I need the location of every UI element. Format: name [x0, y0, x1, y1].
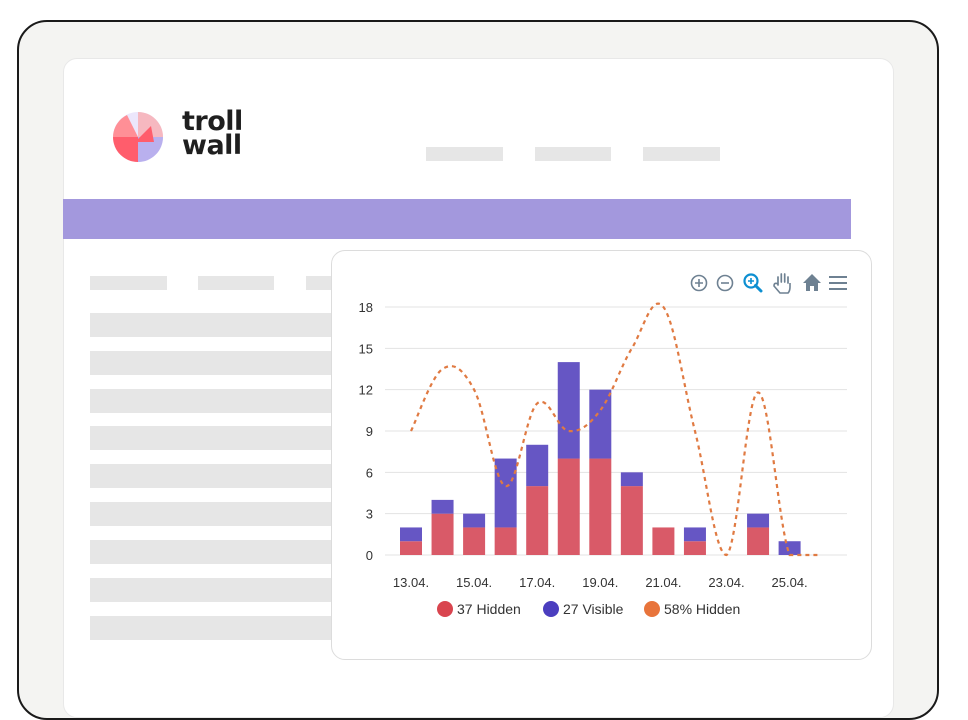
- line-percent-hidden: [410, 302, 822, 557]
- legend-label-visible: 27 Visible: [563, 601, 624, 617]
- bar-visible-25.04.[interactable]: [778, 541, 801, 555]
- pan-hand-icon[interactable]: [773, 273, 791, 294]
- bar-visible-13.04.[interactable]: [400, 527, 422, 542]
- legend-marker-hidden: [437, 601, 453, 617]
- bar-hidden-17.04.[interactable]: [526, 486, 549, 555]
- x-tick-label: 13.04.: [393, 575, 429, 590]
- x-tick-label: 19.04.: [582, 575, 618, 590]
- nav-placeholder-3[interactable]: [643, 147, 720, 161]
- brand-line-1: troll: [182, 106, 243, 137]
- tab-placeholder-2[interactable]: [198, 276, 274, 290]
- legend-item-visible[interactable]: 27 Visible: [543, 601, 624, 617]
- bar-hidden-21.04.[interactable]: [652, 527, 675, 555]
- home-reset-icon[interactable]: [803, 274, 821, 291]
- chart-toolbar: [690, 273, 847, 294]
- x-tick-label: 23.04.: [708, 575, 744, 590]
- bar-hidden-18.04.[interactable]: [557, 458, 580, 555]
- brand-line-2: wall: [182, 130, 242, 161]
- zoom-out-icon[interactable]: [716, 274, 734, 292]
- bar-visible-15.04.[interactable]: [463, 513, 486, 528]
- bar-hidden-15.04.[interactable]: [463, 527, 486, 555]
- bar-visible-19.04.[interactable]: [589, 389, 612, 459]
- content-row-placeholder: [90, 313, 350, 337]
- content-row-placeholder: [90, 616, 350, 640]
- bar-visible-20.04.[interactable]: [620, 472, 643, 487]
- bar-visible-24.04.[interactable]: [747, 513, 770, 528]
- chart-legend: 37 Hidden 27 Visible 58% Hidden: [437, 601, 740, 617]
- brand-name[interactable]: troll wall: [182, 106, 243, 161]
- legend-marker-percent-hidden: [644, 601, 660, 617]
- menu-icon[interactable]: [829, 276, 847, 290]
- bar-hidden-14.04.[interactable]: [431, 513, 454, 555]
- content-row-placeholder: [90, 578, 350, 602]
- content-row-placeholder: [90, 351, 350, 375]
- content-row-placeholder: [90, 426, 350, 450]
- content-row-placeholder: [90, 389, 350, 413]
- legend-item-hidden[interactable]: 37 Hidden: [437, 601, 521, 617]
- x-tick-label: 25.04.: [772, 575, 808, 590]
- content-row-placeholder: [90, 464, 350, 488]
- x-tick-label: 17.04.: [519, 575, 555, 590]
- legend-label-percent-hidden: 58% Hidden: [664, 601, 740, 617]
- bar-hidden-13.04.[interactable]: [400, 541, 422, 555]
- legend-label-hidden: 37 Hidden: [457, 601, 521, 617]
- stacked-bar-chart: 0 3 6 9 12 15 18 13.04. 15.04. 17.04. 19.04. 21.04…: [359, 273, 847, 617]
- content-row-placeholder: [90, 502, 350, 526]
- bar-visible-17.04.[interactable]: [526, 444, 549, 487]
- zoom-in-icon[interactable]: [690, 274, 708, 292]
- zoom-selection-icon[interactable]: [743, 273, 763, 293]
- bar-visible-14.04.[interactable]: [431, 499, 454, 514]
- bar-visible-18.04.[interactable]: [557, 362, 580, 459]
- x-tick-label: 15.04.: [456, 575, 492, 590]
- y-tick-label: 0: [366, 548, 373, 563]
- bar-visible-22.04.[interactable]: [683, 527, 706, 542]
- content-row-placeholder: [90, 540, 350, 564]
- x-tick-label: 21.04.: [645, 575, 681, 590]
- bar-hidden-22.04.[interactable]: [683, 541, 706, 555]
- bar-hidden-19.04.[interactable]: [589, 458, 612, 555]
- hero-banner: [63, 199, 851, 239]
- legend-item-percent-hidden[interactable]: 58% Hidden: [644, 601, 740, 617]
- nav-placeholder-1[interactable]: [426, 147, 503, 161]
- y-tick-label: 18: [359, 300, 373, 315]
- tab-placeholder-1[interactable]: [90, 276, 167, 290]
- y-tick-label: 3: [366, 507, 373, 522]
- bar-hidden-16.04.[interactable]: [494, 527, 517, 555]
- trollwall-logo-icon: [113, 112, 163, 162]
- bar-hidden-20.04.[interactable]: [620, 486, 643, 555]
- legend-marker-visible: [543, 601, 559, 617]
- y-tick-label: 15: [359, 341, 373, 356]
- y-tick-label: 9: [366, 424, 373, 439]
- nav-placeholder-2[interactable]: [535, 147, 611, 161]
- y-tick-label: 12: [359, 383, 373, 398]
- y-tick-label: 6: [366, 465, 373, 480]
- bar-hidden-24.04.[interactable]: [747, 527, 770, 555]
- bar-visible-16.04.[interactable]: [494, 458, 517, 528]
